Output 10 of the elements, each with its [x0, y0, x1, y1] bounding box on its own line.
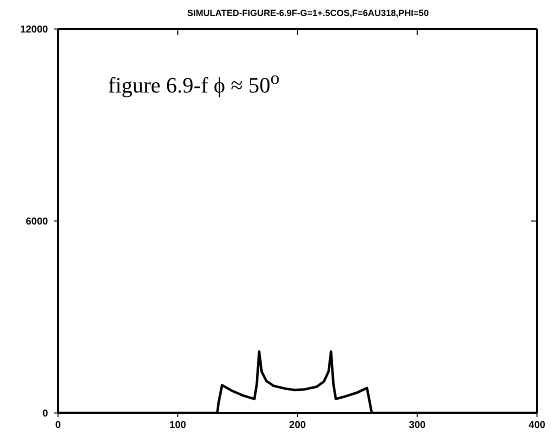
y-tick-label: 0	[42, 408, 48, 420]
y-tick-label: 12000	[20, 24, 48, 36]
annotation: figure 6.9-f ϕ ≈ 50$^{o}$	[108, 68, 280, 98]
x-tick-label: 0	[55, 420, 62, 432]
y-tick-label: 6000	[26, 216, 48, 228]
x-tick-label: 400	[528, 420, 546, 432]
x-tick-label: 100	[169, 420, 187, 432]
chart-title: SIMULATED-FIGURE-6.9F-G=1+.5COS,F=6AU318,PHI=50	[186, 8, 430, 18]
x-tick-label: 200	[289, 420, 306, 432]
x-tick-label: 300	[408, 420, 426, 432]
